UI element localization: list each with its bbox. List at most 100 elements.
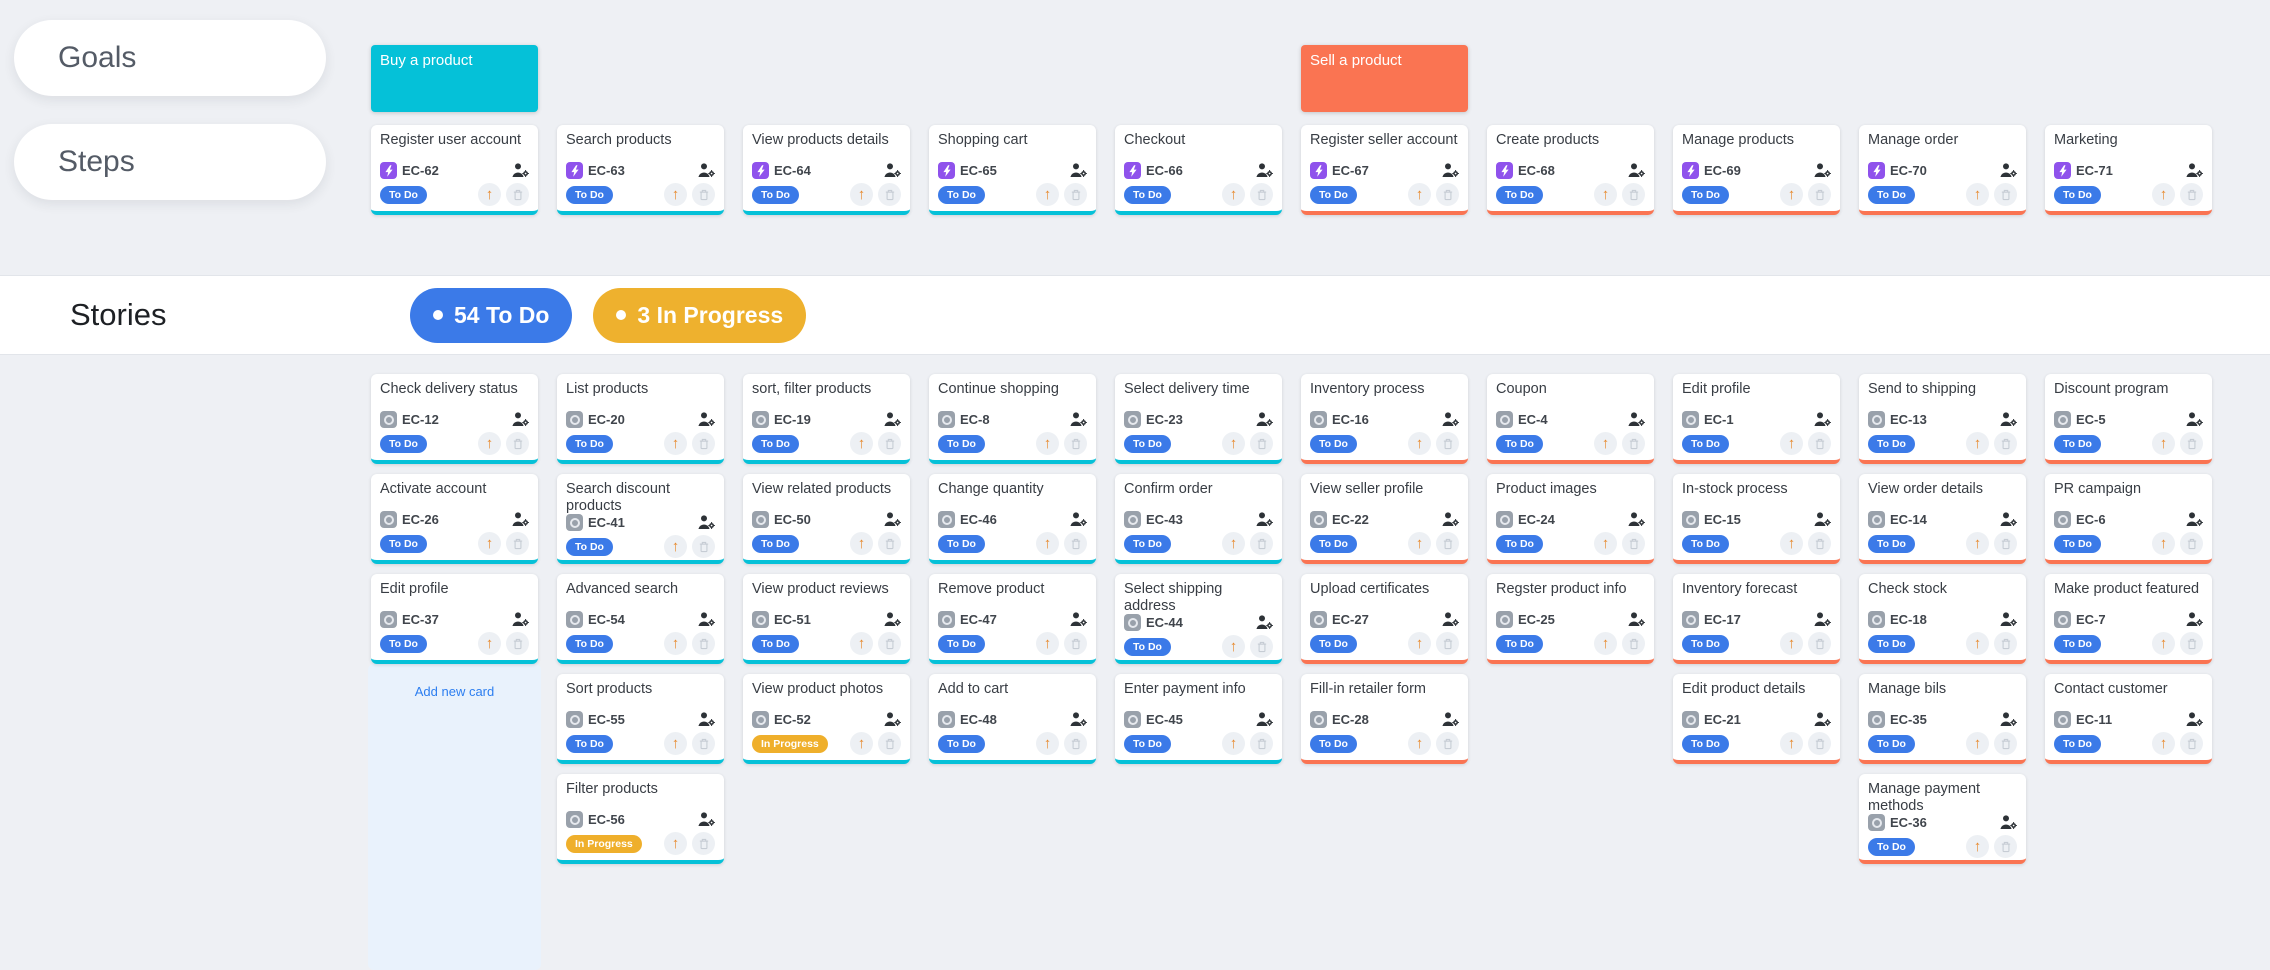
priority-up-button[interactable]: ↑ <box>2152 432 2175 455</box>
assignee-icon[interactable] <box>2186 612 2203 627</box>
status-badge[interactable]: To Do <box>1868 837 1915 856</box>
status-badge[interactable]: To Do <box>2054 434 2101 453</box>
priority-up-button[interactable]: ↑ <box>1222 183 1245 206</box>
assignee-icon[interactable] <box>1814 712 1831 727</box>
story-card[interactable]: Remove product EC-47 To Do ↑ <box>929 574 1096 664</box>
delete-button[interactable] <box>878 183 901 206</box>
story-card[interactable]: Edit product details EC-21 To Do ↑ <box>1673 674 1840 764</box>
delete-button[interactable] <box>692 732 715 755</box>
delete-button[interactable] <box>692 183 715 206</box>
story-card[interactable]: Continue shopping EC-8 To Do ↑ <box>929 374 1096 464</box>
delete-button[interactable] <box>1994 732 2017 755</box>
status-filter-badge[interactable]: 54 To Do <box>410 287 573 343</box>
priority-up-button[interactable]: ↑ <box>1780 432 1803 455</box>
assignee-icon[interactable] <box>2000 712 2017 727</box>
priority-up-button[interactable]: ↑ <box>664 832 687 855</box>
delete-button[interactable] <box>1250 532 1273 555</box>
delete-button[interactable] <box>1436 532 1459 555</box>
delete-button[interactable] <box>506 632 529 655</box>
delete-button[interactable] <box>878 532 901 555</box>
story-card[interactable]: List products EC-20 To Do ↑ <box>557 374 724 464</box>
step-card[interactable]: Manage order EC-70 To Do ↑ <box>1859 125 2026 215</box>
status-badge[interactable]: To Do <box>752 434 799 453</box>
assignee-icon[interactable] <box>512 612 529 627</box>
delete-button[interactable] <box>1250 183 1273 206</box>
assignee-icon[interactable] <box>1256 712 1273 727</box>
step-card[interactable]: Marketing EC-71 To Do ↑ <box>2045 125 2212 215</box>
assignee-icon[interactable] <box>698 712 715 727</box>
priority-up-button[interactable]: ↑ <box>1780 532 1803 555</box>
priority-up-button[interactable]: ↑ <box>664 535 687 559</box>
story-card[interactable]: Manage bils EC-35 To Do ↑ <box>1859 674 2026 764</box>
status-badge[interactable]: To Do <box>938 734 985 753</box>
assignee-icon[interactable] <box>1442 712 1459 727</box>
assignee-icon[interactable] <box>1442 612 1459 627</box>
delete-button[interactable] <box>1064 732 1087 755</box>
delete-button[interactable] <box>1994 532 2017 555</box>
story-card[interactable]: Manage payment methods EC-36 To Do ↑ <box>1859 774 2026 864</box>
priority-up-button[interactable]: ↑ <box>1222 635 1245 659</box>
priority-up-button[interactable]: ↑ <box>850 532 873 555</box>
status-badge[interactable]: In Progress <box>752 734 828 753</box>
assignee-icon[interactable] <box>884 512 901 527</box>
priority-up-button[interactable]: ↑ <box>1408 732 1431 755</box>
delete-button[interactable] <box>1622 432 1645 455</box>
assignee-icon[interactable] <box>2000 163 2017 178</box>
story-card[interactable]: Edit profile EC-1 To Do ↑ <box>1673 374 1840 464</box>
story-card[interactable]: View related products EC-50 To Do ↑ <box>743 474 910 564</box>
priority-up-button[interactable]: ↑ <box>1966 835 1989 859</box>
delete-button[interactable] <box>1622 532 1645 555</box>
priority-up-button[interactable]: ↑ <box>1780 632 1803 655</box>
status-badge[interactable]: To Do <box>380 185 427 204</box>
priority-up-button[interactable]: ↑ <box>664 732 687 755</box>
status-badge[interactable]: To Do <box>1310 534 1357 553</box>
priority-up-button[interactable]: ↑ <box>2152 183 2175 206</box>
assignee-icon[interactable] <box>698 812 715 827</box>
status-badge[interactable]: To Do <box>1310 434 1357 453</box>
story-card[interactable]: In-stock process EC-15 To Do ↑ <box>1673 474 1840 564</box>
delete-button[interactable] <box>692 632 715 655</box>
status-badge[interactable]: To Do <box>1868 185 1915 204</box>
status-badge[interactable]: To Do <box>1310 185 1357 204</box>
priority-up-button[interactable]: ↑ <box>1036 732 1059 755</box>
status-badge[interactable]: To Do <box>1868 434 1915 453</box>
story-card[interactable]: Check delivery status EC-12 To Do ↑ <box>371 374 538 464</box>
delete-button[interactable] <box>692 832 715 855</box>
delete-button[interactable] <box>1808 183 1831 206</box>
priority-up-button[interactable]: ↑ <box>1408 183 1431 206</box>
priority-up-button[interactable]: ↑ <box>1966 732 1989 755</box>
priority-up-button[interactable]: ↑ <box>664 183 687 206</box>
priority-up-button[interactable]: ↑ <box>1966 632 1989 655</box>
status-badge[interactable]: To Do <box>1124 434 1171 453</box>
assignee-icon[interactable] <box>1442 163 1459 178</box>
step-card[interactable]: Search products EC-63 To Do ↑ <box>557 125 724 215</box>
delete-button[interactable] <box>1808 732 1831 755</box>
goal-card[interactable]: Sell a product <box>1301 45 1468 112</box>
priority-up-button[interactable]: ↑ <box>478 432 501 455</box>
story-card[interactable]: PR campaign EC-6 To Do ↑ <box>2045 474 2212 564</box>
delete-button[interactable] <box>1994 183 2017 206</box>
story-card[interactable]: Coupon EC-4 To Do ↑ <box>1487 374 1654 464</box>
assignee-icon[interactable] <box>512 512 529 527</box>
story-card[interactable]: Advanced search EC-54 To Do ↑ <box>557 574 724 664</box>
story-card[interactable]: Inventory process EC-16 To Do ↑ <box>1301 374 1468 464</box>
status-badge[interactable]: To Do <box>566 734 613 753</box>
story-card[interactable]: Edit profile EC-37 To Do ↑ <box>371 574 538 664</box>
assignee-icon[interactable] <box>1628 412 1645 427</box>
priority-up-button[interactable]: ↑ <box>478 183 501 206</box>
priority-up-button[interactable]: ↑ <box>1408 432 1431 455</box>
status-badge[interactable]: To Do <box>2054 185 2101 204</box>
priority-up-button[interactable]: ↑ <box>1036 432 1059 455</box>
priority-up-button[interactable]: ↑ <box>1594 183 1617 206</box>
assignee-icon[interactable] <box>1070 163 1087 178</box>
delete-button[interactable] <box>1064 183 1087 206</box>
assignee-icon[interactable] <box>1256 512 1273 527</box>
story-card[interactable]: Filter products EC-56 In Progress ↑ <box>557 774 724 864</box>
story-card[interactable]: Confirm order EC-43 To Do ↑ <box>1115 474 1282 564</box>
delete-button[interactable] <box>506 532 529 555</box>
status-badge[interactable]: To Do <box>2054 734 2101 753</box>
assignee-icon[interactable] <box>1628 163 1645 178</box>
delete-button[interactable] <box>1808 532 1831 555</box>
priority-up-button[interactable]: ↑ <box>478 632 501 655</box>
story-card[interactable]: Product images EC-24 To Do ↑ <box>1487 474 1654 564</box>
